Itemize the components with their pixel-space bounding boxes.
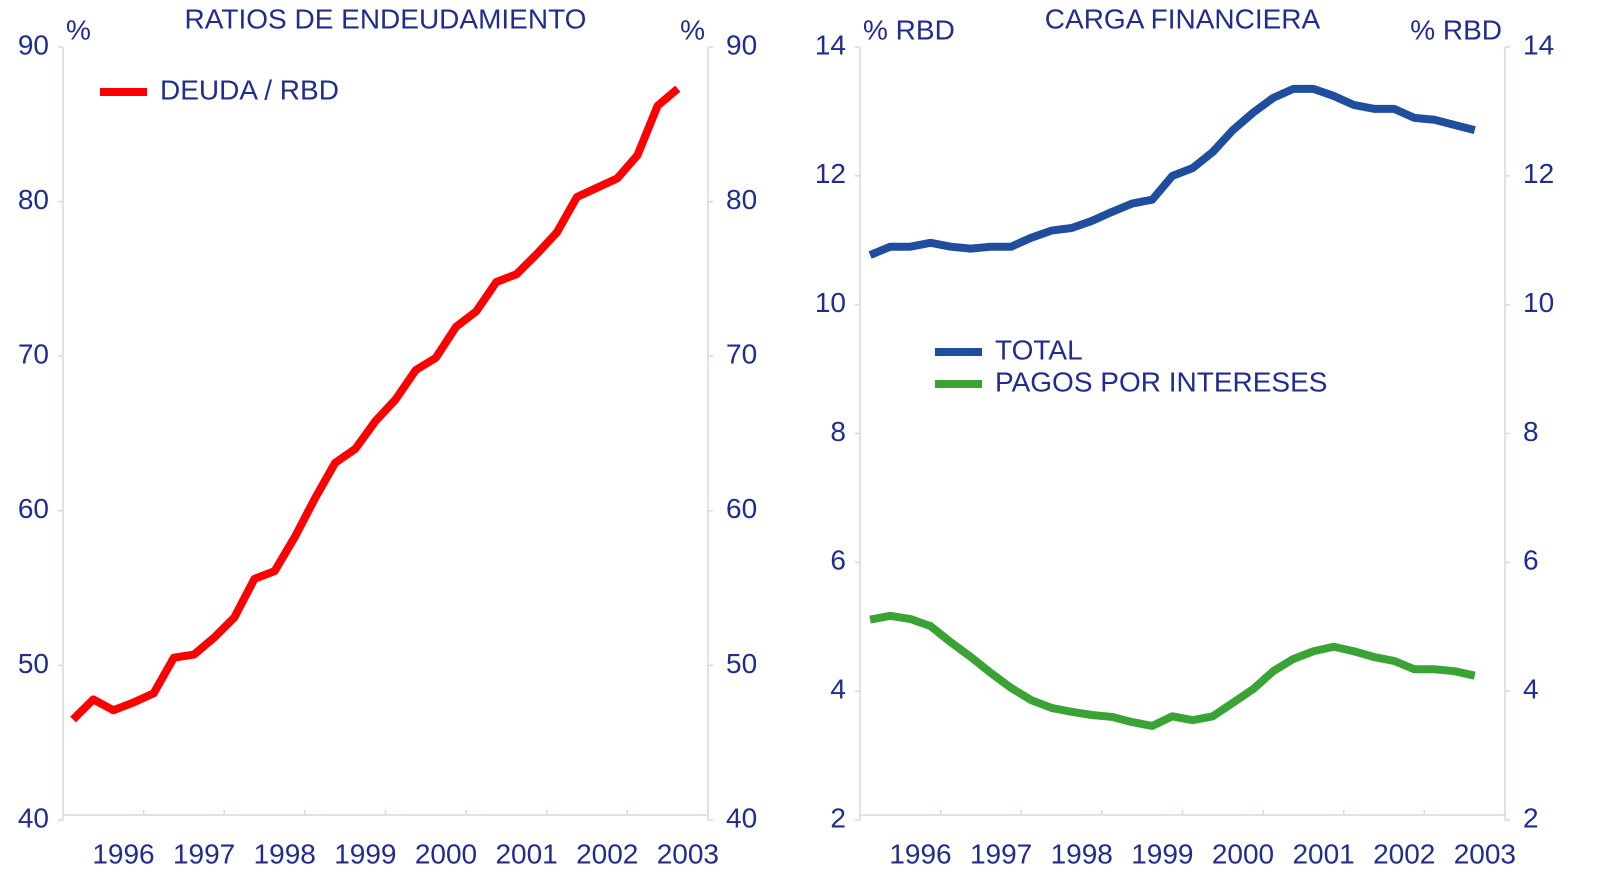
y2-tick-label: 90: [726, 29, 757, 60]
data-line: [870, 616, 1475, 726]
y2-tick-label: 80: [726, 184, 757, 215]
x-tick-label: 1999: [334, 838, 396, 869]
data-line: [73, 89, 678, 720]
x-tick-label: 2001: [495, 838, 557, 869]
x-tick-label: 1998: [254, 838, 316, 869]
y2-tick-label: 2: [1523, 802, 1539, 833]
x-tick-label: 1999: [1131, 838, 1193, 869]
y-tick-label: 60: [18, 493, 49, 524]
y-tick-label: 40: [18, 802, 49, 833]
y2-tick-label: 12: [1523, 158, 1554, 189]
page: RATIOS DE ENDEUDAMIENTO%% 40 50 60 70 80 90 40 5…: [0, 0, 1601, 888]
y-tick-label: 12: [815, 158, 846, 189]
y2-tick-label: 60: [726, 493, 757, 524]
y-tick-label: 14: [815, 29, 846, 60]
x-tick-label: 2000: [1212, 838, 1274, 869]
x-tick-label: 1997: [173, 838, 235, 869]
x-tick-label: 2003: [657, 838, 719, 869]
legend-label: PAGOS POR INTERESES: [995, 366, 1327, 397]
x-tick-label: 1996: [92, 838, 154, 869]
x-tick-label: 1997: [970, 838, 1032, 869]
y-tick-label: 80: [18, 184, 49, 215]
data-line: [870, 89, 1475, 255]
y-tick-label: 4: [830, 674, 846, 705]
x-tick-label: 2003: [1454, 838, 1516, 869]
y2-tick-label: 40: [726, 802, 757, 833]
x-tick-label: 2000: [415, 838, 477, 869]
x-tick-label: 2002: [1373, 838, 1435, 869]
y-tick-label: 50: [18, 648, 49, 679]
legend-label: DEUDA / RBD: [160, 74, 339, 105]
y-tick-label: 70: [18, 339, 49, 370]
y2-tick-label: 50: [726, 648, 757, 679]
chart-title: RATIOS DE ENDEUDAMIENTO: [185, 3, 587, 34]
x-tick-label: 1996: [889, 838, 951, 869]
y-tick-label: 2: [830, 802, 846, 833]
y-axis-unit: % RBD: [863, 14, 955, 45]
y2-tick-label: 4: [1523, 674, 1539, 705]
y-tick-label: 10: [815, 287, 846, 318]
y-axis-unit: %: [66, 14, 91, 45]
y-tick-label: 6: [830, 545, 846, 576]
y-tick-label: 90: [18, 29, 49, 60]
y2-axis-unit: % RBD: [1410, 14, 1502, 45]
x-tick-label: 2001: [1292, 838, 1354, 869]
x-tick-label: 1998: [1051, 838, 1113, 869]
y2-tick-label: 10: [1523, 287, 1554, 318]
x-tick-label: 2002: [576, 838, 638, 869]
y2-tick-label: 8: [1523, 416, 1539, 447]
y2-tick-label: 70: [726, 339, 757, 370]
y2-tick-label: 6: [1523, 545, 1539, 576]
y2-axis-unit: %: [680, 14, 705, 45]
chart-title: CARGA FINANCIERA: [1045, 3, 1321, 34]
y2-tick-label: 14: [1523, 29, 1554, 60]
y-tick-label: 8: [830, 416, 846, 447]
legend-label: TOTAL: [995, 334, 1083, 365]
